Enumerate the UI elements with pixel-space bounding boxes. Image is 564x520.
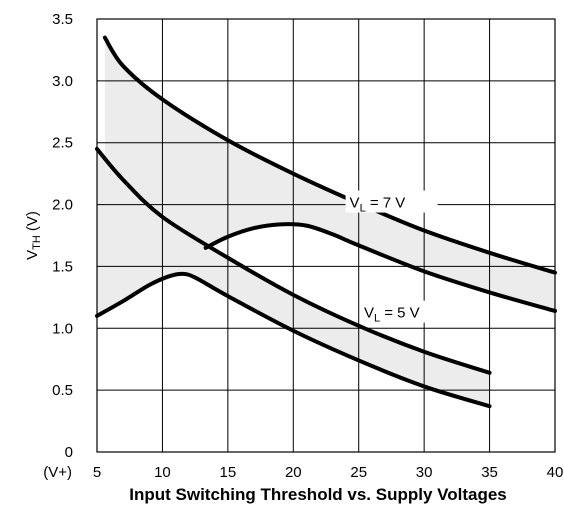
series-annotation-2: VL = 5 V xyxy=(364,305,420,325)
series-annotations: VL = 7 VVL = 5 V xyxy=(345,190,452,325)
x-prefix-label: (V+) xyxy=(43,464,72,481)
x-tick-label: 35 xyxy=(481,464,498,481)
series-line-4 xyxy=(95,271,492,409)
y-tick-label: 1.0 xyxy=(52,320,73,337)
y-tick-label: 2.0 xyxy=(52,197,73,214)
annotation-main: V xyxy=(350,195,360,212)
y-tick-label: 1.5 xyxy=(52,258,73,275)
x-tick-label: 10 xyxy=(154,464,171,481)
x-tick-label: 15 xyxy=(220,464,237,481)
annotation-main: V xyxy=(364,305,374,322)
y-axis-label: VTH (V) xyxy=(24,211,43,260)
y-tick-labels: 0 0.5 1.0 1.5 2.0 2.5 3.0 3.5 xyxy=(52,11,73,461)
y-tick-label: 3.5 xyxy=(52,11,73,28)
x-tick-label: 40 xyxy=(547,464,564,481)
y-tick-label: 3.0 xyxy=(52,73,73,90)
annotation-background xyxy=(359,300,452,323)
threshold-band-2 xyxy=(97,148,490,407)
annotation-sub: L xyxy=(360,203,366,215)
y-tick-label: 2.5 xyxy=(52,135,73,152)
y-axis-label-unit: (V) xyxy=(24,211,41,235)
y-axis-label-sub: TH xyxy=(31,235,43,250)
x-tick-label: 20 xyxy=(285,464,302,481)
annotation-background xyxy=(345,190,438,213)
annotation-rest: = 7 V xyxy=(366,195,406,212)
series-line-1 xyxy=(102,35,557,275)
x-tick-label: 5 xyxy=(93,464,101,481)
series-annotation-1: VL = 7 V xyxy=(350,195,406,215)
y-tick-label: 0 xyxy=(65,444,73,461)
chart-title: Input Switching Threshold vs. Supply Vol… xyxy=(129,485,507,504)
annotation-rest: = 5 V xyxy=(380,305,420,322)
series-line-3 xyxy=(95,146,492,375)
annotation-sub: L xyxy=(374,313,380,325)
x-tick-label: 30 xyxy=(416,464,433,481)
series-line-2 xyxy=(203,222,557,313)
threshold-bands xyxy=(97,37,555,407)
series-lines xyxy=(95,35,557,409)
y-axis-label-main: V xyxy=(24,250,41,260)
x-tick-label: 25 xyxy=(350,464,367,481)
plot-frame xyxy=(96,18,556,453)
threshold-band-1 xyxy=(104,37,555,311)
y-tick-label: 0.5 xyxy=(52,382,73,399)
x-tick-labels: 5 10 15 20 25 30 35 40 xyxy=(93,464,564,481)
